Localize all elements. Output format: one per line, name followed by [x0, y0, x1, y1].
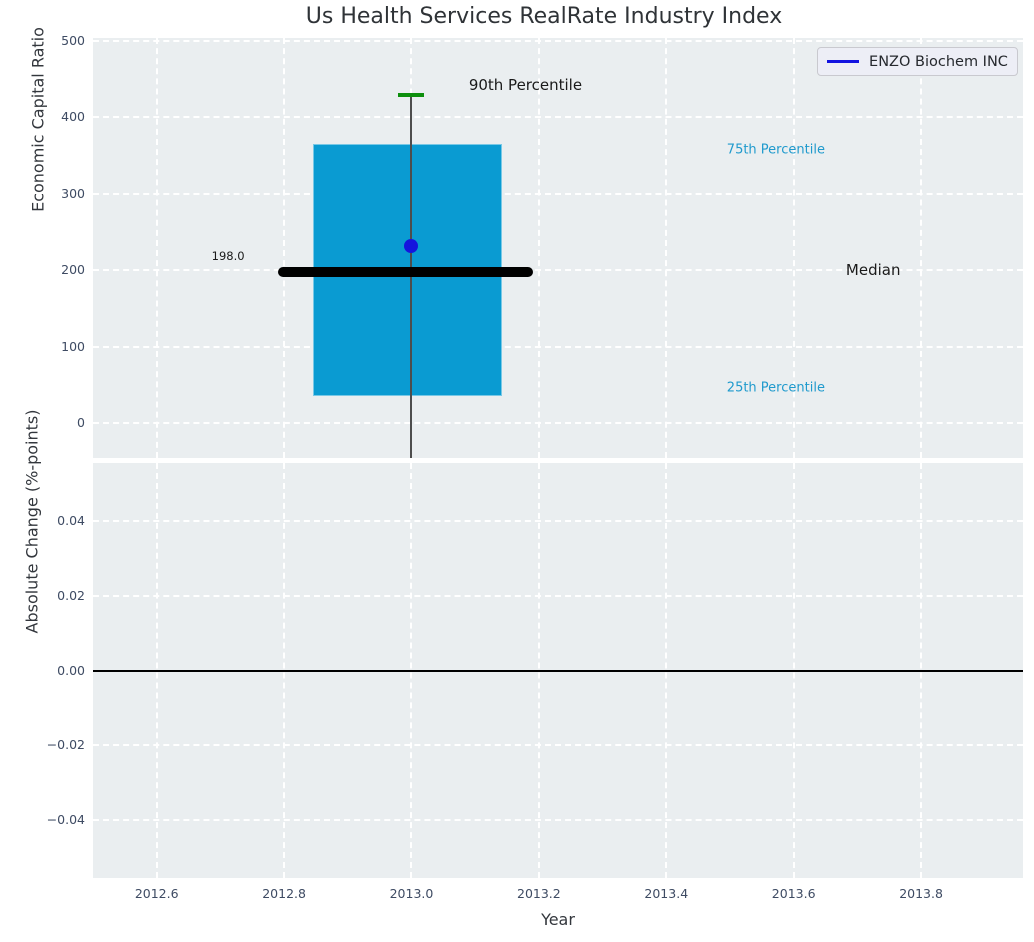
y-tick-label: 200 — [61, 262, 85, 278]
x-tick-label: 2013.8 — [899, 886, 943, 901]
legend-label: ENZO Biochem INC — [869, 53, 1008, 70]
zero-line — [93, 669, 1023, 672]
boxplot-median-line — [277, 266, 533, 277]
y-tick-label: −0.02 — [46, 737, 85, 753]
x-tick-label: 2012.6 — [134, 886, 179, 901]
x-tick-label: 2013.6 — [771, 886, 816, 901]
annotation-median: Median — [845, 261, 901, 280]
gridline-vertical — [665, 38, 668, 458]
gridline-horizontal — [93, 744, 1023, 747]
y-tick-label: 0.00 — [57, 662, 85, 678]
x-axis-label: Year — [541, 910, 575, 929]
gridline-horizontal — [93, 819, 1023, 822]
gridline-vertical — [155, 38, 158, 458]
gridline-horizontal — [93, 594, 1023, 597]
gridline-horizontal — [93, 116, 1023, 119]
gridline-vertical — [283, 38, 286, 458]
annotation-198-0: 198.0 — [211, 249, 245, 264]
y-tick-label: 400 — [61, 109, 85, 125]
gridline-horizontal — [93, 40, 1023, 43]
y-tick-label: 0 — [77, 414, 85, 430]
annotation-75th-percentile: 75th Percentile — [726, 142, 825, 158]
y-tick-label: −0.04 — [46, 812, 85, 828]
y-tick-label: 100 — [61, 338, 85, 354]
annotation-90th-percentile: 90th Percentile — [468, 76, 583, 95]
gridline-vertical — [792, 38, 795, 458]
x-tick-label: 2012.8 — [262, 886, 306, 901]
y-tick-label: 500 — [61, 33, 85, 49]
gridline-horizontal — [93, 269, 1023, 272]
company-data-point — [404, 238, 419, 253]
legend[interactable]: ENZO Biochem INC — [817, 47, 1018, 76]
chart-title: Us Health Services RealRate Industry Ind… — [305, 4, 783, 29]
boxplot-whisker-cap — [398, 92, 425, 97]
x-tick-label: 2013.4 — [644, 886, 689, 901]
annotation-25th-percentile: 25th Percentile — [726, 380, 825, 396]
legend-line-swatch — [827, 60, 860, 63]
gridline-horizontal — [93, 421, 1023, 424]
plot-area-top: 90th Percentile 75th Percentile Median 25th… — [93, 38, 1023, 458]
y-tick-label: 300 — [61, 185, 85, 201]
gridline-vertical — [537, 38, 540, 458]
plot-area-bottom — [93, 463, 1023, 878]
x-tick-label: 2013.2 — [517, 886, 561, 901]
gridline-horizontal — [93, 345, 1023, 348]
x-tick-label: 2013.0 — [389, 886, 434, 901]
gridline-vertical — [920, 38, 923, 458]
y-tick-label: 0.04 — [57, 512, 85, 528]
y-tick-label: 0.02 — [57, 587, 85, 603]
gridline-horizontal — [93, 519, 1023, 522]
gridline-horizontal — [93, 192, 1023, 195]
